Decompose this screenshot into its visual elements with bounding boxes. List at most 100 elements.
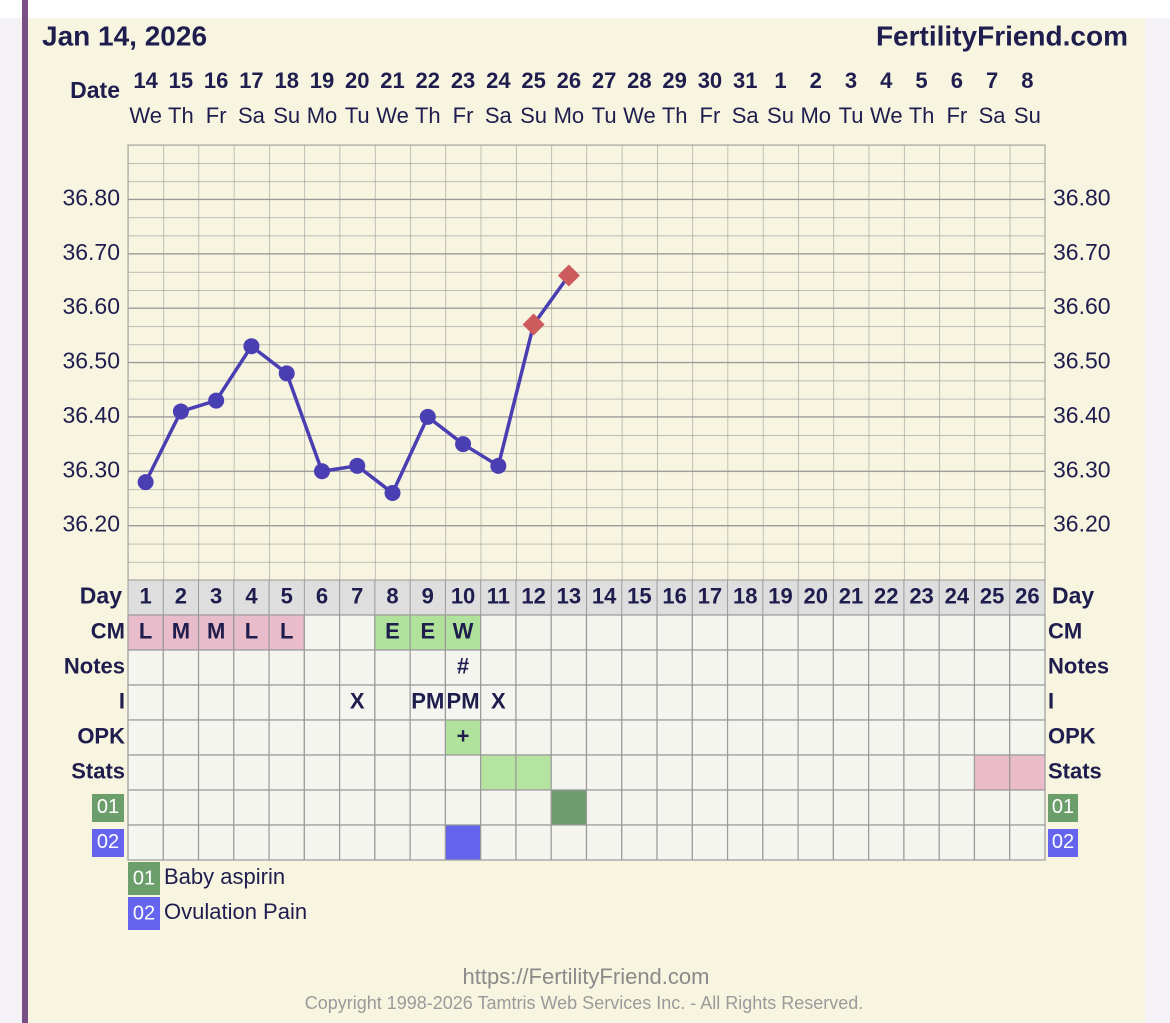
cell bbox=[409, 719, 447, 756]
cell-text: # bbox=[457, 653, 469, 678]
cell bbox=[656, 614, 693, 651]
cell bbox=[268, 789, 305, 826]
cell bbox=[515, 649, 552, 686]
date-label: 4 bbox=[880, 68, 893, 93]
cell bbox=[444, 684, 482, 721]
cell bbox=[303, 684, 341, 721]
cell bbox=[480, 719, 517, 756]
cell bbox=[1009, 719, 1046, 756]
cell bbox=[726, 684, 764, 721]
cell bbox=[162, 614, 200, 651]
cell bbox=[832, 789, 870, 826]
weekday-label: Th bbox=[909, 103, 935, 128]
y-tick-label-right: 36.30 bbox=[1053, 456, 1111, 482]
cell bbox=[268, 719, 305, 756]
cell bbox=[1009, 649, 1046, 686]
cell bbox=[868, 614, 905, 651]
day-number: 15 bbox=[627, 583, 651, 608]
date-label: 25 bbox=[521, 68, 545, 93]
weekday-label: We bbox=[623, 103, 656, 128]
cell bbox=[1009, 789, 1046, 826]
date-label: 6 bbox=[951, 68, 963, 93]
date-label: 1 bbox=[774, 68, 786, 93]
temperature-point bbox=[137, 474, 154, 491]
cell bbox=[973, 754, 1011, 791]
cell-text: + bbox=[457, 723, 470, 748]
cell bbox=[797, 754, 834, 791]
cell bbox=[585, 614, 623, 651]
temperature-point bbox=[419, 408, 436, 425]
weekday-label: Mo bbox=[554, 103, 585, 128]
row-label: CM bbox=[91, 618, 125, 643]
cell-text: E bbox=[420, 618, 435, 643]
date-label: 15 bbox=[169, 68, 193, 93]
cell bbox=[233, 684, 270, 721]
day-number: 11 bbox=[487, 583, 510, 608]
y-tick-label-right: 36.50 bbox=[1053, 348, 1111, 374]
y-tick-label: 36.80 bbox=[62, 184, 120, 210]
cell bbox=[973, 719, 1011, 756]
cell bbox=[726, 824, 764, 861]
cell bbox=[691, 789, 729, 826]
cell bbox=[938, 614, 976, 651]
cell bbox=[127, 789, 164, 826]
cell bbox=[973, 649, 1011, 686]
cell-text: M bbox=[172, 618, 190, 643]
cell bbox=[409, 754, 447, 791]
day-number: 14 bbox=[592, 583, 617, 608]
cell bbox=[444, 754, 482, 791]
cell bbox=[550, 614, 588, 651]
row-label-box-right bbox=[1048, 794, 1078, 822]
cell bbox=[374, 684, 411, 721]
row-label-right: 02 bbox=[1052, 831, 1074, 853]
row-label-right: CM bbox=[1048, 618, 1082, 643]
chart-title: Jan 14, 2026 bbox=[42, 20, 207, 51]
cell bbox=[303, 754, 341, 791]
weekday-label: Tu bbox=[345, 103, 370, 128]
cell bbox=[515, 684, 552, 721]
cell bbox=[303, 719, 341, 756]
cell bbox=[621, 824, 658, 861]
y-tick-label-right: 36.40 bbox=[1053, 402, 1111, 428]
y-tick-label: 36.50 bbox=[62, 348, 120, 374]
cell bbox=[550, 754, 588, 791]
cell bbox=[127, 754, 164, 791]
cell bbox=[973, 789, 1011, 826]
cell-text: PM bbox=[411, 688, 444, 713]
cell bbox=[762, 649, 799, 686]
date-label: 8 bbox=[1021, 68, 1033, 93]
cell bbox=[726, 614, 764, 651]
date-label: 29 bbox=[662, 68, 686, 93]
legend-text: Baby aspirin bbox=[164, 864, 285, 889]
cell bbox=[444, 789, 482, 826]
cell bbox=[621, 684, 658, 721]
temperature-point bbox=[490, 457, 507, 474]
cell bbox=[550, 649, 588, 686]
row-label: Stats bbox=[71, 758, 125, 783]
date-label: 28 bbox=[627, 68, 651, 93]
day-number: 4 bbox=[245, 583, 258, 608]
cell bbox=[480, 684, 517, 721]
weekday-label: Fr bbox=[700, 103, 721, 128]
weekday-label: Tu bbox=[592, 103, 617, 128]
row-label-box bbox=[92, 794, 124, 822]
cell bbox=[797, 789, 834, 826]
row-label: 02 bbox=[97, 831, 119, 853]
cell bbox=[409, 614, 447, 651]
row-label-right: Day bbox=[1052, 583, 1094, 609]
left-border bbox=[22, 0, 28, 1023]
date-label: 18 bbox=[274, 68, 298, 93]
cell bbox=[268, 754, 305, 791]
cell-text: M bbox=[207, 618, 225, 643]
cell bbox=[374, 789, 411, 826]
date-label: 19 bbox=[310, 68, 334, 93]
day-number: 3 bbox=[210, 583, 222, 608]
date-label: Date bbox=[70, 77, 120, 103]
cell bbox=[339, 719, 376, 756]
weekday-label: We bbox=[376, 103, 409, 128]
cell bbox=[339, 614, 376, 651]
day-number: 7 bbox=[351, 583, 363, 608]
cell bbox=[303, 824, 341, 861]
weekday-label: Th bbox=[662, 103, 688, 128]
row-label-right: Stats bbox=[1048, 758, 1102, 783]
